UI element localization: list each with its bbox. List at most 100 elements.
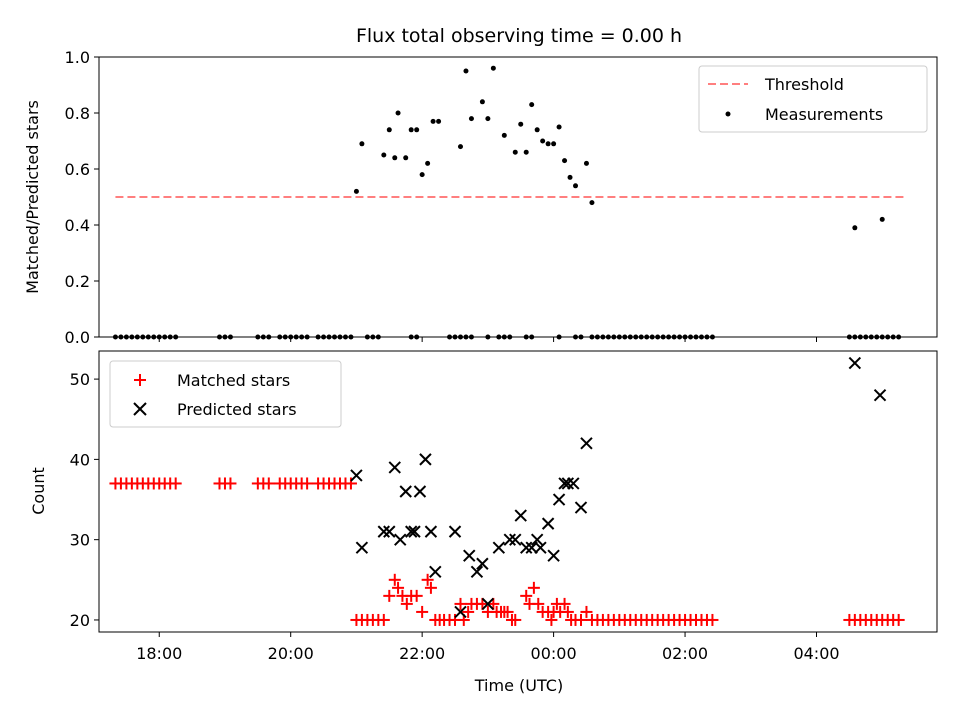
- measurement-point: [551, 141, 557, 147]
- predicted-star-point: [873, 388, 887, 402]
- measurement-point: [545, 141, 551, 147]
- matched-star-point: [392, 581, 405, 594]
- matched-star-point: [487, 597, 500, 610]
- matched-star-point: [400, 597, 413, 610]
- top-y-tick-label: 0.8: [65, 104, 90, 123]
- top-legend: Threshold Measurements: [698, 65, 928, 133]
- measurement-point: [468, 116, 474, 122]
- predicted-star-point: [520, 541, 533, 554]
- measurement-point: [589, 200, 595, 206]
- legend-matched-label: Matched stars: [177, 371, 290, 390]
- measurement-point: [430, 118, 436, 124]
- matched-star-point: [462, 605, 475, 618]
- predicted-star-point: [552, 493, 566, 506]
- matched-star-point: [509, 613, 522, 626]
- predicted-star-point: [848, 356, 862, 370]
- x-axis-title: Time (UTC): [474, 676, 563, 695]
- bottom-x-tick-label: 00:00: [531, 644, 577, 663]
- legend-threshold-label: Threshold: [764, 75, 844, 94]
- top-y-ticks: 0.0 0.2 0.4 0.6 0.8 1.0: [65, 48, 99, 347]
- bottom-y-tick-label: 30: [70, 531, 90, 550]
- matched-star-point: [344, 477, 357, 490]
- matched-star-point: [580, 605, 593, 618]
- top-y-tick-label: 0.2: [65, 272, 90, 291]
- matched-star-point: [520, 589, 533, 602]
- matched-star-point: [454, 597, 467, 610]
- measurement-point: [518, 121, 524, 127]
- bottom-y-axis-title: Count: [29, 467, 48, 515]
- measurement-point: [419, 172, 425, 178]
- bottom-x-tick-label: 22:00: [399, 644, 445, 663]
- predicted-star-point: [534, 541, 547, 554]
- measurement-point: [567, 174, 573, 180]
- measurement-point: [534, 127, 540, 133]
- measurement-point: [523, 149, 529, 155]
- measurement-point: [414, 127, 420, 133]
- predicted-star-point: [429, 565, 442, 578]
- top-y-tick-label: 0.0: [65, 328, 90, 347]
- predicted-star-point: [355, 541, 369, 554]
- matched-star-point: [532, 597, 545, 610]
- matched-star-point: [410, 589, 423, 602]
- predicted-star-point: [503, 533, 516, 546]
- predicted-star-point: [377, 525, 391, 538]
- measurement-point: [879, 216, 885, 222]
- top-plot-area: [112, 65, 905, 340]
- measurement-point: [479, 99, 485, 105]
- top-y-tick-label: 1.0: [65, 48, 90, 67]
- legend-measurements-swatch: [725, 111, 731, 117]
- measurement-point: [490, 65, 496, 71]
- matched-star-point: [301, 477, 314, 490]
- predicted-star-point: [404, 525, 418, 538]
- measurement-point: [485, 116, 491, 122]
- matched-star-point: [383, 589, 396, 602]
- measurement-point: [436, 118, 442, 124]
- matched-star-point: [527, 581, 540, 594]
- matched-star-point: [558, 597, 571, 610]
- top-y-tick-label: 0.6: [65, 160, 90, 179]
- predicted-star-point: [530, 533, 544, 546]
- predicted-star-point: [541, 517, 555, 530]
- measurement-point: [573, 183, 579, 189]
- predicted-star-point: [419, 453, 432, 466]
- top-x-ticks: [158, 337, 818, 342]
- predicted-star-point: [558, 477, 571, 490]
- predicted-star-point: [567, 477, 580, 490]
- matched-star-point: [262, 477, 275, 490]
- bottom-legend: Matched stars Predicted stars: [109, 360, 342, 428]
- legend-predicted-label: Predicted stars: [177, 400, 297, 419]
- top-axes-frame: [98, 56, 938, 338]
- bottom-y-ticks: 20 30 40 50: [70, 370, 99, 630]
- measurement-point: [512, 149, 518, 155]
- bottom-x-tick-label: 02:00: [662, 644, 708, 663]
- bottom-x-tick-label: 04:00: [793, 644, 839, 663]
- measurement-point: [457, 144, 463, 150]
- chart-title: Flux total observing time = 0.00 h: [356, 25, 682, 47]
- measurement-point: [408, 127, 414, 133]
- predicted-star-point: [514, 509, 527, 522]
- predicted-star-point: [509, 533, 522, 546]
- matched-star-point: [416, 605, 429, 618]
- matched-star-point: [424, 581, 437, 594]
- legend-matched-swatch: [134, 374, 146, 386]
- matched-star-point: [501, 605, 514, 618]
- measurement-point: [529, 102, 535, 108]
- bottom-x-ticks: 18:00 20:00 22:00 00:00 02:00 04:00: [136, 632, 840, 663]
- bottom-x-tick-label: 18:00: [136, 644, 182, 663]
- predicted-star-point: [448, 525, 462, 538]
- predicted-star-point: [481, 597, 495, 611]
- predicted-star-point: [399, 485, 412, 498]
- matched-star-point: [706, 613, 719, 626]
- matched-star-point: [574, 613, 587, 626]
- predicted-star-point: [470, 565, 484, 578]
- predicted-star-point: [580, 437, 593, 450]
- legend-measurements-label: Measurements: [765, 105, 883, 124]
- bottom-plot-area: [109, 356, 905, 626]
- matched-star-point: [388, 573, 401, 586]
- measurement-point: [381, 152, 387, 158]
- measurement-point: [463, 68, 469, 74]
- measurement-point: [386, 127, 392, 133]
- top-y-tick-label: 0.4: [65, 216, 90, 235]
